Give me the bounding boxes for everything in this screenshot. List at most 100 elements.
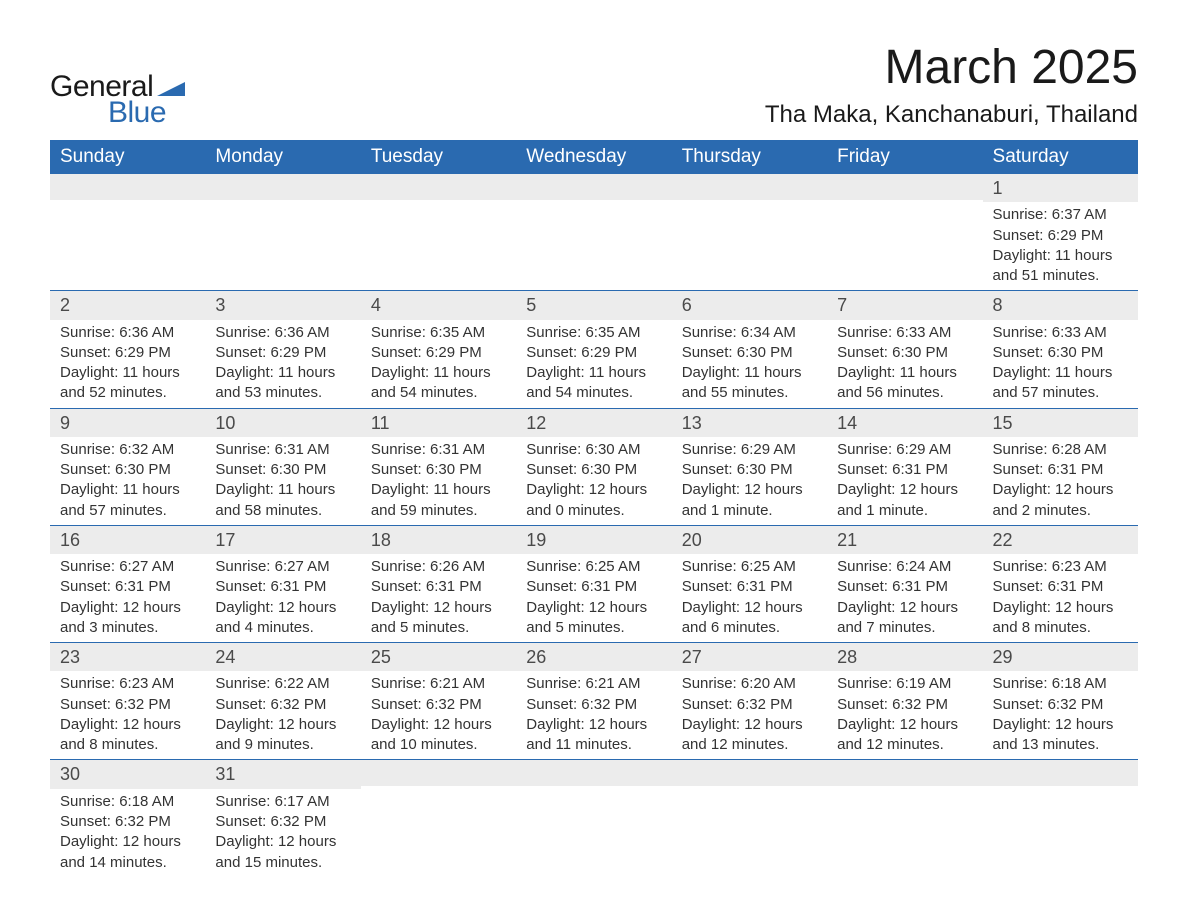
- day-number: 30: [50, 760, 205, 788]
- daylight-line: and 7 minutes.: [837, 618, 972, 638]
- day-number: 16: [50, 526, 205, 554]
- sunset-line: Sunset: 6:30 PM: [371, 460, 506, 480]
- sunset-line: Sunset: 6:30 PM: [837, 343, 972, 363]
- day-number: 20: [672, 526, 827, 554]
- daylight-line: Daylight: 12 hours: [60, 832, 195, 852]
- calendar-day-cell: 28Sunrise: 6:19 AMSunset: 6:32 PMDayligh…: [827, 643, 982, 760]
- day-number: 7: [827, 291, 982, 319]
- sunrise-line: Sunrise: 6:34 AM: [682, 323, 817, 343]
- calendar-day-cell: 12Sunrise: 6:30 AMSunset: 6:30 PMDayligh…: [516, 408, 671, 525]
- sunrise-line: Sunrise: 6:27 AM: [215, 557, 350, 577]
- day-number: 25: [361, 643, 516, 671]
- sunset-line: Sunset: 6:31 PM: [682, 577, 817, 597]
- sunrise-line: Sunrise: 6:18 AM: [993, 674, 1128, 694]
- calendar-day-cell: 2Sunrise: 6:36 AMSunset: 6:29 PMDaylight…: [50, 291, 205, 408]
- calendar-day-cell: 1 Sunrise: 6:37 AMSunset: 6:29 PMDaylight…: [983, 174, 1138, 291]
- page-header: General Blue March 2025 Tha Maka, Kancha…: [50, 40, 1138, 130]
- daylight-line: and 1 minute.: [682, 501, 817, 521]
- daylight-line: and 52 minutes.: [60, 383, 195, 403]
- calendar-empty-cell: [361, 174, 516, 291]
- day-number: 18: [361, 526, 516, 554]
- daylight-line: and 56 minutes.: [837, 383, 972, 403]
- calendar-empty-cell: [983, 760, 1138, 877]
- sunrise-line: Sunrise: 6:33 AM: [993, 323, 1128, 343]
- daylight-line: and 51 minutes.: [993, 266, 1128, 286]
- calendar-day-cell: 23Sunrise: 6:23 AMSunset: 6:32 PMDayligh…: [50, 643, 205, 760]
- daylight-line: and 12 minutes.: [837, 735, 972, 755]
- sunrise-line: Sunrise: 6:23 AM: [60, 674, 195, 694]
- daylight-line: and 57 minutes.: [993, 383, 1128, 403]
- calendar-day-cell: 9Sunrise: 6:32 AMSunset: 6:30 PMDaylight…: [50, 408, 205, 525]
- day-number: 21: [827, 526, 982, 554]
- day-number: 3: [205, 291, 360, 319]
- calendar-table: SundayMondayTuesdayWednesdayThursdayFrid…: [50, 140, 1138, 877]
- sunrise-line: Sunrise: 6:37 AM: [993, 205, 1128, 225]
- day-number: 12: [516, 409, 671, 437]
- sunrise-line: Sunrise: 6:25 AM: [682, 557, 817, 577]
- daylight-line: Daylight: 12 hours: [526, 598, 661, 618]
- day-number: 27: [672, 643, 827, 671]
- calendar-empty-cell: [516, 760, 671, 877]
- weekday-header: Saturday: [983, 140, 1138, 174]
- daylight-line: and 0 minutes.: [526, 501, 661, 521]
- sunset-line: Sunset: 6:32 PM: [215, 695, 350, 715]
- sunset-line: Sunset: 6:30 PM: [993, 343, 1128, 363]
- weekday-header: Tuesday: [361, 140, 516, 174]
- day-number: 5: [516, 291, 671, 319]
- sunset-line: Sunset: 6:32 PM: [526, 695, 661, 715]
- daylight-line: and 12 minutes.: [682, 735, 817, 755]
- daylight-line: and 13 minutes.: [993, 735, 1128, 755]
- calendar-day-cell: 6Sunrise: 6:34 AMSunset: 6:30 PMDaylight…: [672, 291, 827, 408]
- daylight-line: and 3 minutes.: [60, 618, 195, 638]
- calendar-empty-cell: [205, 174, 360, 291]
- daylight-line: and 58 minutes.: [215, 501, 350, 521]
- calendar-day-cell: 11Sunrise: 6:31 AMSunset: 6:30 PMDayligh…: [361, 408, 516, 525]
- sunrise-line: Sunrise: 6:28 AM: [993, 440, 1128, 460]
- daylight-line: Daylight: 12 hours: [371, 598, 506, 618]
- calendar-day-cell: 30Sunrise: 6:18 AMSunset: 6:32 PMDayligh…: [50, 760, 205, 877]
- daylight-line: Daylight: 12 hours: [60, 598, 195, 618]
- sunrise-line: Sunrise: 6:22 AM: [215, 674, 350, 694]
- day-number: 14: [827, 409, 982, 437]
- sunrise-line: Sunrise: 6:36 AM: [60, 323, 195, 343]
- calendar-day-cell: 29Sunrise: 6:18 AMSunset: 6:32 PMDayligh…: [983, 643, 1138, 760]
- calendar-day-cell: 31Sunrise: 6:17 AMSunset: 6:32 PMDayligh…: [205, 760, 360, 877]
- sunset-line: Sunset: 6:32 PM: [371, 695, 506, 715]
- daylight-line: Daylight: 12 hours: [837, 598, 972, 618]
- sunrise-line: Sunrise: 6:24 AM: [837, 557, 972, 577]
- day-number: 1: [983, 174, 1138, 202]
- sunset-line: Sunset: 6:29 PM: [526, 343, 661, 363]
- daylight-line: Daylight: 11 hours: [60, 363, 195, 383]
- weekday-header: Friday: [827, 140, 982, 174]
- day-number: 31: [205, 760, 360, 788]
- calendar-day-cell: 16Sunrise: 6:27 AMSunset: 6:31 PMDayligh…: [50, 525, 205, 642]
- sunset-line: Sunset: 6:29 PM: [993, 226, 1128, 246]
- daylight-line: Daylight: 12 hours: [371, 715, 506, 735]
- daylight-line: Daylight: 11 hours: [993, 246, 1128, 266]
- day-number: 28: [827, 643, 982, 671]
- daylight-line: and 8 minutes.: [60, 735, 195, 755]
- calendar-week-row: 9Sunrise: 6:32 AMSunset: 6:30 PMDaylight…: [50, 408, 1138, 525]
- daylight-line: Daylight: 12 hours: [215, 715, 350, 735]
- month-title: March 2025: [765, 40, 1138, 95]
- calendar-week-row: 2Sunrise: 6:36 AMSunset: 6:29 PMDaylight…: [50, 291, 1138, 408]
- calendar-body: 1Sunrise: 6:37 AMSunset: 6:29 PMDaylight…: [50, 174, 1138, 877]
- day-number: 8: [983, 291, 1138, 319]
- sunrise-line: Sunrise: 6:21 AM: [371, 674, 506, 694]
- logo-text-blue: Blue: [108, 96, 166, 130]
- calendar-day-cell: 21Sunrise: 6:24 AMSunset: 6:31 PMDayligh…: [827, 525, 982, 642]
- calendar-day-cell: 27Sunrise: 6:20 AMSunset: 6:32 PMDayligh…: [672, 643, 827, 760]
- sunset-line: Sunset: 6:30 PM: [526, 460, 661, 480]
- empty-day-bar: [50, 174, 205, 200]
- day-number: 17: [205, 526, 360, 554]
- daylight-line: and 54 minutes.: [526, 383, 661, 403]
- sunrise-line: Sunrise: 6:25 AM: [526, 557, 661, 577]
- sunset-line: Sunset: 6:30 PM: [682, 343, 817, 363]
- calendar-day-cell: 17Sunrise: 6:27 AMSunset: 6:31 PMDayligh…: [205, 525, 360, 642]
- flag-icon: [157, 76, 185, 96]
- sunset-line: Sunset: 6:31 PM: [371, 577, 506, 597]
- calendar-head: SundayMondayTuesdayWednesdayThursdayFrid…: [50, 140, 1138, 174]
- calendar-day-cell: 18Sunrise: 6:26 AMSunset: 6:31 PMDayligh…: [361, 525, 516, 642]
- sunrise-line: Sunrise: 6:32 AM: [60, 440, 195, 460]
- calendar-day-cell: 20Sunrise: 6:25 AMSunset: 6:31 PMDayligh…: [672, 525, 827, 642]
